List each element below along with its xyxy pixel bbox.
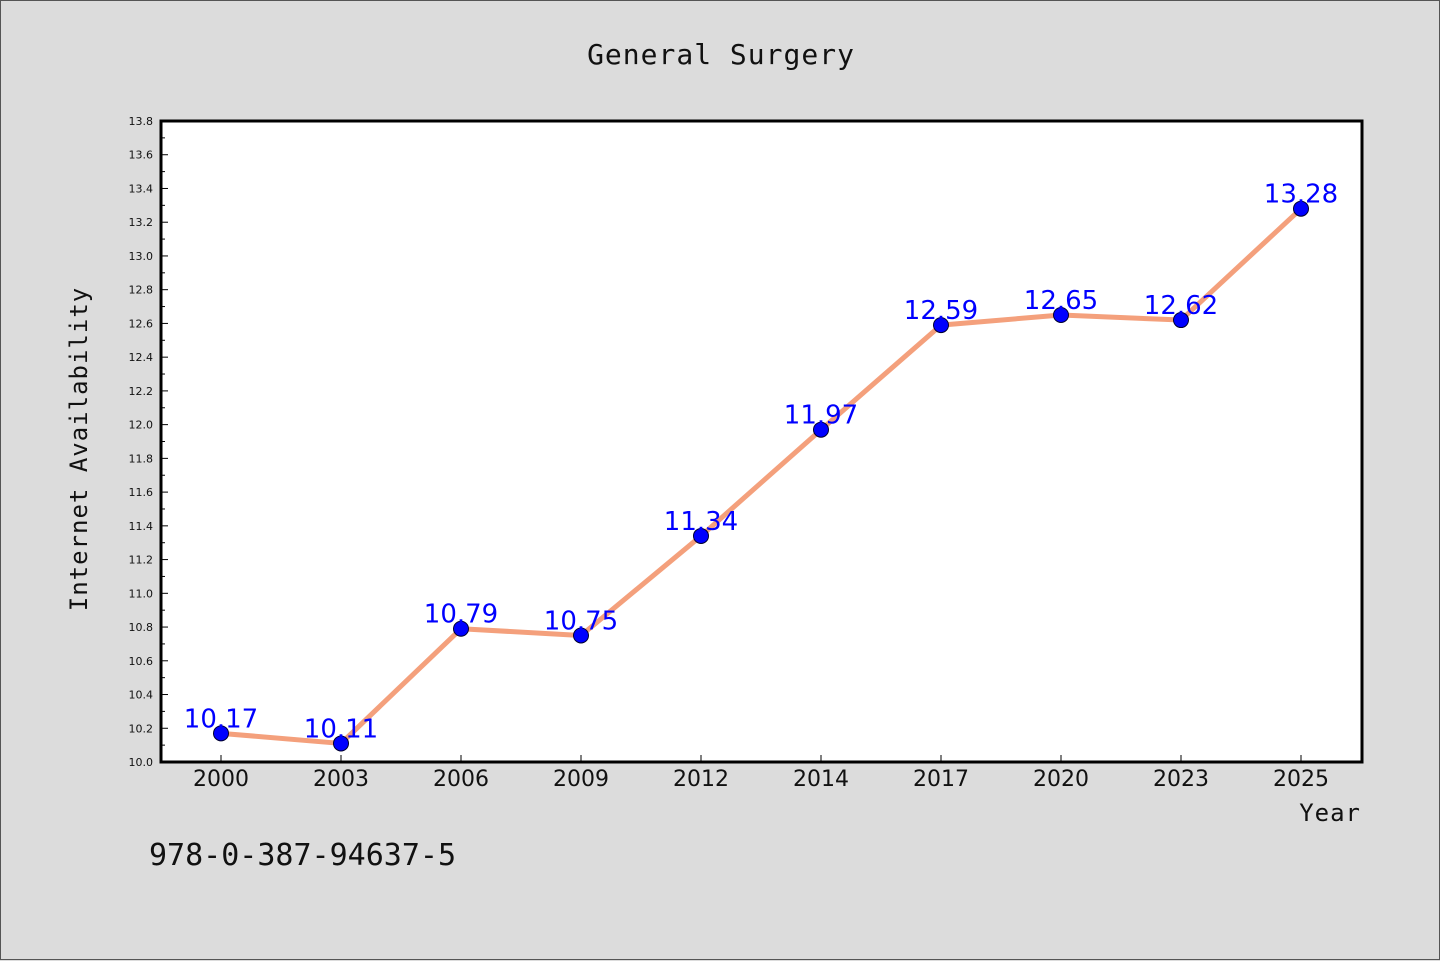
x-tick-label: 2009 — [553, 767, 609, 792]
data-label: 11.34 — [664, 507, 738, 537]
data-point — [573, 627, 589, 644]
y-tick-label: 11.4 — [129, 520, 154, 533]
data-point — [1053, 306, 1069, 323]
data-label: 13.28 — [1264, 180, 1338, 210]
y-tick-label: 10.6 — [129, 655, 154, 668]
x-tick-label: 2003 — [313, 767, 369, 792]
y-tick-label: 12.8 — [129, 284, 154, 297]
data-point — [813, 421, 829, 438]
x-tick-label: 2012 — [673, 767, 729, 792]
footer-code: 978-0-387-94637-5 — [149, 838, 456, 873]
data-point — [1173, 312, 1189, 329]
y-tick-label: 12.6 — [129, 317, 154, 330]
x-tick-label: 2020 — [1033, 767, 1089, 792]
data-label: 11.97 — [784, 401, 858, 431]
x-tick-label: 2025 — [1273, 767, 1329, 792]
y-tick-label: 11.8 — [129, 452, 154, 465]
x-axis-label: Year — [1299, 799, 1361, 827]
x-tick-label: 2000 — [193, 767, 249, 792]
data-point — [453, 620, 469, 637]
y-tick-label: 12.2 — [129, 385, 154, 398]
x-tick-label: 2017 — [913, 767, 969, 792]
data-label: 10.75 — [544, 606, 618, 636]
data-label: 12.65 — [1024, 286, 1098, 316]
y-tick-label: 11.2 — [129, 554, 154, 567]
y-tick-label: 13.0 — [129, 250, 154, 263]
data-label: 12.59 — [904, 296, 978, 326]
data-point — [693, 527, 709, 544]
y-tick-label: 10.4 — [129, 689, 154, 702]
plot-area — [159, 119, 1364, 764]
y-tick-label: 12.0 — [129, 419, 154, 432]
data-label: 10.17 — [184, 704, 258, 734]
data-point — [333, 735, 349, 752]
x-axis: 2000 2003 2006 2009 2012 2014 2017 2020 2023 2025 — [193, 755, 1329, 792]
y-tick-label: 11.6 — [129, 486, 154, 499]
y-tick-label: 11.0 — [129, 587, 154, 600]
y-tick-label: 13.8 — [129, 115, 154, 128]
y-tick-label: 13.4 — [129, 182, 154, 195]
y-tick-label: 12.4 — [129, 351, 154, 364]
data-label: 10.79 — [424, 600, 498, 630]
y-tick-label: 10.8 — [129, 621, 154, 634]
y-tick-label: 13.2 — [129, 216, 154, 229]
y-axis: 10.0 10.2 10.4 10.6 10.8 11.0 11.2 11.4 11.6 11.8… — [129, 115, 168, 769]
y-tick-label: 13.6 — [129, 149, 154, 162]
series-line-group — [218, 206, 1304, 746]
series-line — [218, 206, 1304, 746]
chart-title: General Surgery — [587, 38, 855, 71]
y-axis-label: Internet Availability — [65, 287, 93, 611]
data-point — [1293, 200, 1309, 217]
x-tick-label: 2023 — [1153, 767, 1209, 792]
data-labels: 10.17 10.11 10.79 10.75 11.34 11.97 12.59 12.65… — [184, 180, 1338, 745]
data-label: 12.62 — [1144, 291, 1218, 321]
data-points — [213, 200, 1309, 752]
data-point — [933, 317, 949, 334]
y-tick-label: 10.2 — [129, 722, 154, 735]
data-label: 10.11 — [304, 714, 378, 744]
x-tick-label: 2014 — [793, 767, 849, 792]
data-point — [213, 725, 229, 742]
y-tick-label: 10.0 — [129, 756, 154, 769]
x-tick-label: 2006 — [433, 767, 489, 792]
